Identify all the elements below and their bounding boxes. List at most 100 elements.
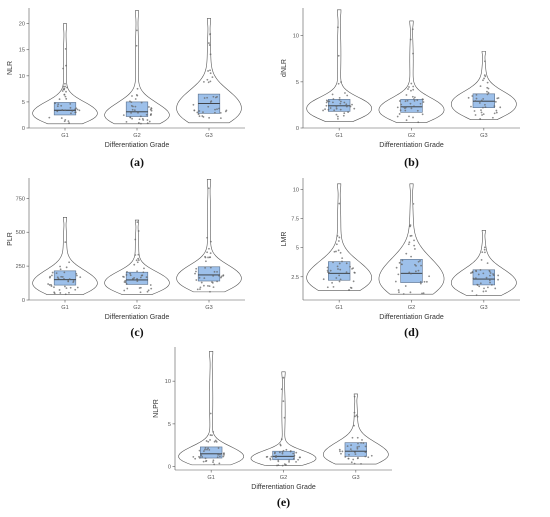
data-point (194, 457, 197, 460)
data-point (199, 286, 202, 289)
data-point (192, 103, 195, 106)
data-point (495, 111, 498, 114)
data-point (211, 76, 214, 79)
data-point (343, 101, 346, 104)
data-point (212, 461, 214, 463)
data-point (195, 267, 198, 270)
data-point (344, 455, 347, 458)
data-point (58, 289, 61, 291)
data-point (481, 251, 484, 254)
data-point (338, 98, 341, 101)
data-point (64, 118, 67, 121)
data-point (419, 259, 421, 262)
data-point (339, 268, 342, 271)
data-point (395, 266, 398, 269)
data-point (140, 274, 143, 277)
data-point (413, 239, 415, 242)
data-point (208, 247, 210, 250)
data-point (74, 108, 77, 111)
x-tick-label: G2 (280, 475, 287, 481)
data-point (412, 88, 415, 91)
data-point (136, 94, 139, 97)
data-point (204, 446, 207, 449)
data-point (470, 272, 472, 274)
data-point (71, 110, 74, 112)
x-tick-label: G2 (408, 133, 415, 139)
data-point (195, 270, 197, 273)
data-point (345, 271, 348, 274)
data-point (275, 456, 277, 459)
data-point (408, 241, 411, 244)
data-point (325, 101, 328, 104)
data-point (335, 107, 338, 110)
data-point (134, 238, 137, 241)
data-point (123, 289, 126, 292)
x-axis-title: Differentiation Grade (251, 484, 316, 491)
data-point (475, 270, 478, 273)
data-point (275, 455, 277, 457)
data-point (492, 273, 494, 275)
data-point (354, 415, 356, 418)
x-tick-label: G1 (61, 133, 68, 139)
data-point (410, 234, 413, 237)
data-point (225, 109, 228, 112)
data-point (125, 283, 128, 285)
data-point (411, 28, 414, 31)
y-tick-label: 5 (22, 100, 25, 106)
chart-panel-d: 2.5 5 7.5 10 G1 G2 G3 Differentiation Grade LMR (… (281, 178, 520, 339)
data-point (208, 448, 211, 451)
data-point (64, 241, 67, 244)
data-point (335, 113, 338, 116)
data-point (357, 442, 359, 445)
data-point (396, 115, 399, 118)
data-point (207, 81, 210, 84)
data-point (404, 100, 407, 103)
data-point (136, 87, 139, 90)
data-point (494, 100, 497, 103)
data-point (495, 109, 498, 112)
data-point (422, 292, 425, 295)
data-point (196, 288, 199, 291)
data-point (281, 464, 284, 467)
violin-g2 (250, 371, 317, 467)
data-point (324, 108, 326, 111)
data-point (347, 111, 350, 114)
data-point (481, 114, 483, 116)
data-point (201, 456, 204, 458)
data-point (65, 64, 67, 67)
data-point (288, 460, 290, 463)
data-point (64, 48, 67, 50)
data-point (404, 285, 407, 287)
data-point (212, 459, 215, 462)
chart-panel-e: 0 5 10 G1 G2 G3 Differentiation Grade NLPR (e) (153, 347, 392, 509)
data-point (64, 109, 67, 112)
data-point (406, 99, 409, 102)
data-point (474, 100, 477, 102)
violin-g2 (378, 20, 445, 123)
data-point (484, 60, 486, 63)
data-point (409, 102, 412, 105)
data-point (61, 109, 64, 111)
chart-panel-a: 0 5 10 15 20 G1 G2 G3 Differentiation Grade NLR (a… (7, 8, 245, 169)
data-point (208, 44, 211, 46)
data-point (214, 108, 216, 111)
y-tick-label: 20 (19, 22, 25, 28)
data-point (206, 448, 208, 451)
data-point (336, 234, 339, 237)
data-point (284, 463, 287, 466)
data-point (203, 277, 206, 280)
x-tick-label: G1 (335, 305, 342, 311)
data-point (217, 447, 220, 449)
data-point (477, 273, 480, 276)
y-tick-label: 750 (16, 196, 25, 202)
data-point (282, 400, 285, 403)
data-point (336, 115, 339, 118)
data-point (343, 112, 346, 115)
data-point (133, 109, 136, 112)
x-axis-title: Differentiation Grade (105, 142, 170, 149)
y-tick-label: 250 (16, 264, 25, 270)
data-point (139, 115, 142, 118)
violin-g1 (306, 9, 373, 122)
data-point (135, 29, 138, 32)
x-tick-label: G2 (408, 305, 415, 311)
